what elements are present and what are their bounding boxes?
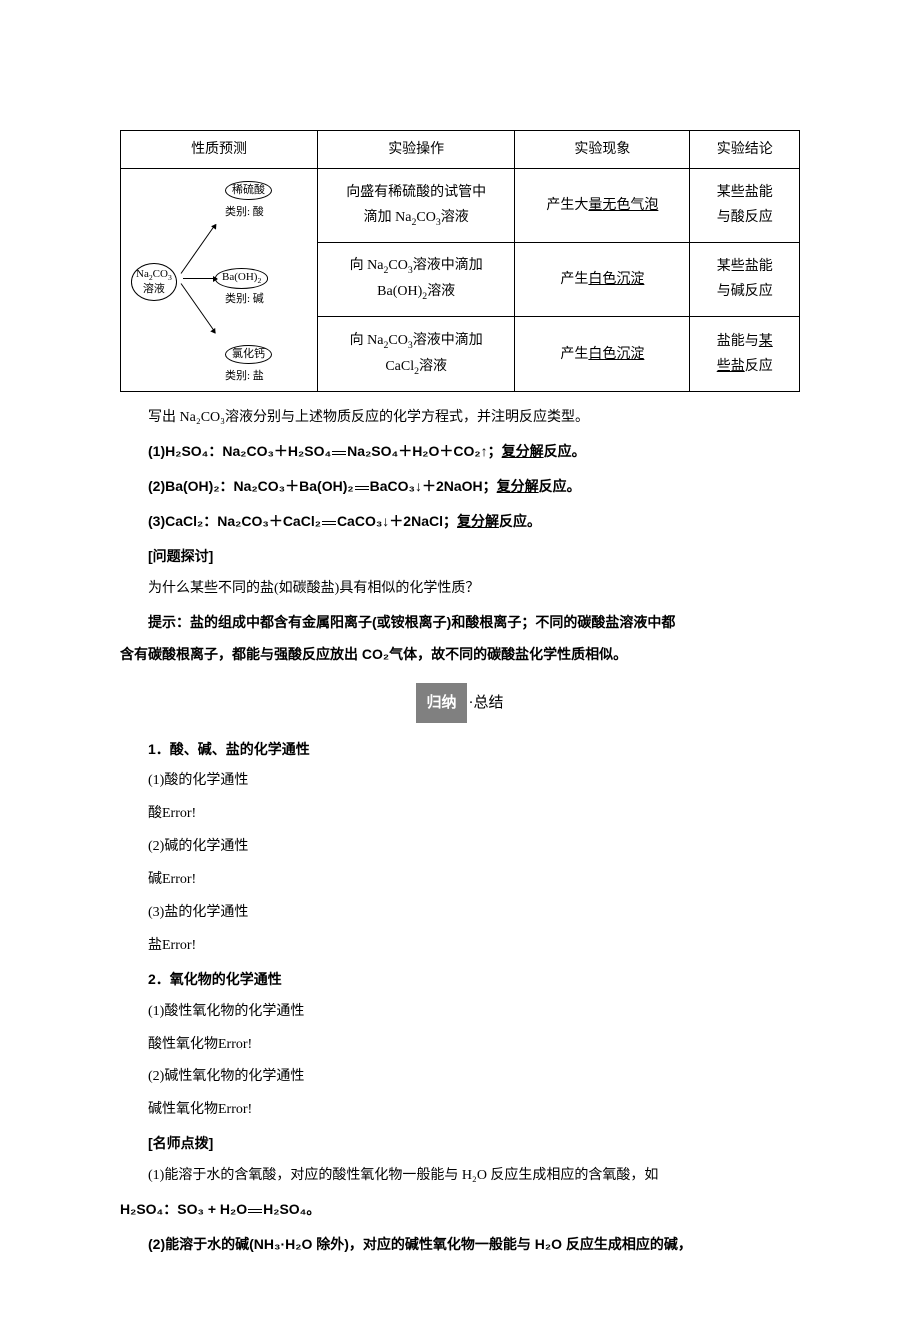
arrow-to-salt (181, 283, 216, 333)
tips-title: [名师点拨] (120, 1127, 800, 1160)
th-conclusion: 实验结论 (690, 131, 800, 169)
s1-1: (1)酸的化学通性 (120, 765, 800, 798)
s1-3: (3)盐的化学通性 (120, 897, 800, 930)
summary-badge: 归纳·总结 (120, 683, 800, 722)
concl-row3: 盐能与某些盐反应 (690, 317, 800, 392)
op-row1: 向盛有稀硫酸的试管中 滴加 Na2CO3溶液 (318, 169, 515, 242)
arrow-to-base (183, 278, 217, 279)
s2-1e: 酸性氧化物Error! (120, 1029, 800, 1062)
s1-2e: 碱Error! (120, 864, 800, 897)
phen-row2: 产生白色沉淀 (515, 242, 690, 317)
discuss-q: 为什么某些不同的盐(如碳酸盐)具有相似的化学性质？ (120, 573, 800, 606)
badge-suffix: ·总结 (469, 686, 504, 721)
label-salt: 类别: 盐 (225, 367, 264, 387)
node-center: Na2CO3溶液 (131, 263, 177, 301)
th-operation: 实验操作 (318, 131, 515, 169)
s2-1: (1)酸性氧化物的化学通性 (120, 996, 800, 1029)
prediction-diagram-cell: Na2CO3溶液 稀硫酸 类别: 酸 Ba(OH)2 类别: 碱 氯化钙 类别:… (121, 169, 318, 392)
label-base: 类别: 碱 (225, 290, 264, 310)
op-row3: 向 Na2CO3溶液中滴加 CaCl2溶液 (318, 317, 515, 392)
tip1-line2: H₂SO₄：SO₃ + H₂OH₂SO₄。 (120, 1193, 800, 1228)
body-text: 写出 Na₂CO₃溶液分别与上述物质反应的化学方程式，并注明反应类型。 (1)H… (120, 402, 800, 1261)
node-salt: 氯化钙 (225, 345, 272, 364)
arrow-to-acid (181, 224, 216, 274)
eq1: (1)H₂SO₄：Na₂CO₃＋H₂SO₄Na₂SO₄＋H₂O＋CO₂↑；复分解… (120, 435, 800, 470)
discuss-title: [问题探讨] (120, 540, 800, 573)
th-phenomenon: 实验现象 (515, 131, 690, 169)
badge-box: 归纳 (416, 683, 466, 722)
eq2: (2)Ba(OH)₂：Na₂CO₃＋Ba(OH)₂BaCO₃↓＋2NaOH；复分… (120, 470, 800, 505)
concl-row1: 某些盐能与酸反应 (690, 169, 800, 242)
node-base: Ba(OH)2 (215, 268, 268, 288)
discuss-a1: 提示：盐的组成中都含有金属阳离子(或铵根离子)和酸根离子；不同的碳酸盐溶液中都 (120, 606, 800, 639)
s1-2: (2)碱的化学通性 (120, 831, 800, 864)
op-row2: 向 Na2CO3溶液中滴加 Ba(OH)2溶液 (318, 242, 515, 317)
s1-3e: 盐Error! (120, 930, 800, 963)
eq-intro: 写出 Na₂CO₃溶液分别与上述物质反应的化学方程式，并注明反应类型。 (120, 402, 800, 435)
phen-row1: 产生大量无色气泡 (515, 169, 690, 242)
tip1-line1: (1)能溶于水的含氧酸，对应的酸性氧化物一般能与 H₂O 反应生成相应的含氧酸，… (120, 1160, 800, 1193)
concl-row2: 某些盐能与碱反应 (690, 242, 800, 317)
s2-2e: 碱性氧化物Error! (120, 1094, 800, 1127)
node-acid: 稀硫酸 (225, 181, 272, 200)
eq3: (3)CaCl₂：Na₂CO₃＋CaCl₂CaCO₃↓＋2NaCl；复分解反应。 (120, 505, 800, 540)
tip2: (2)能溶于水的碱(NH₃·H₂O 除外)，对应的碱性氧化物一般能与 H₂O 反… (120, 1228, 800, 1261)
s1-title: 1．酸、碱、盐的化学通性 (120, 733, 800, 766)
label-acid: 类别: 酸 (225, 203, 264, 223)
th-prediction: 性质预测 (121, 131, 318, 169)
discuss-a2: 含有碳酸根离子，都能与强酸反应放出 CO₂气体，故不同的碳酸盐化学性质相似。 (120, 638, 800, 671)
experiment-table: 性质预测 实验操作 实验现象 实验结论 Na2CO3溶液 稀硫酸 类别: 酸 B… (120, 130, 800, 392)
phen-row3: 产生白色沉淀 (515, 317, 690, 392)
s2-title: 2．氧化物的化学通性 (120, 963, 800, 996)
s1-1e: 酸Error! (120, 798, 800, 831)
reaction-diagram: Na2CO3溶液 稀硫酸 类别: 酸 Ba(OH)2 类别: 碱 氯化钙 类别:… (125, 175, 313, 385)
s2-2: (2)碱性氧化物的化学通性 (120, 1061, 800, 1094)
